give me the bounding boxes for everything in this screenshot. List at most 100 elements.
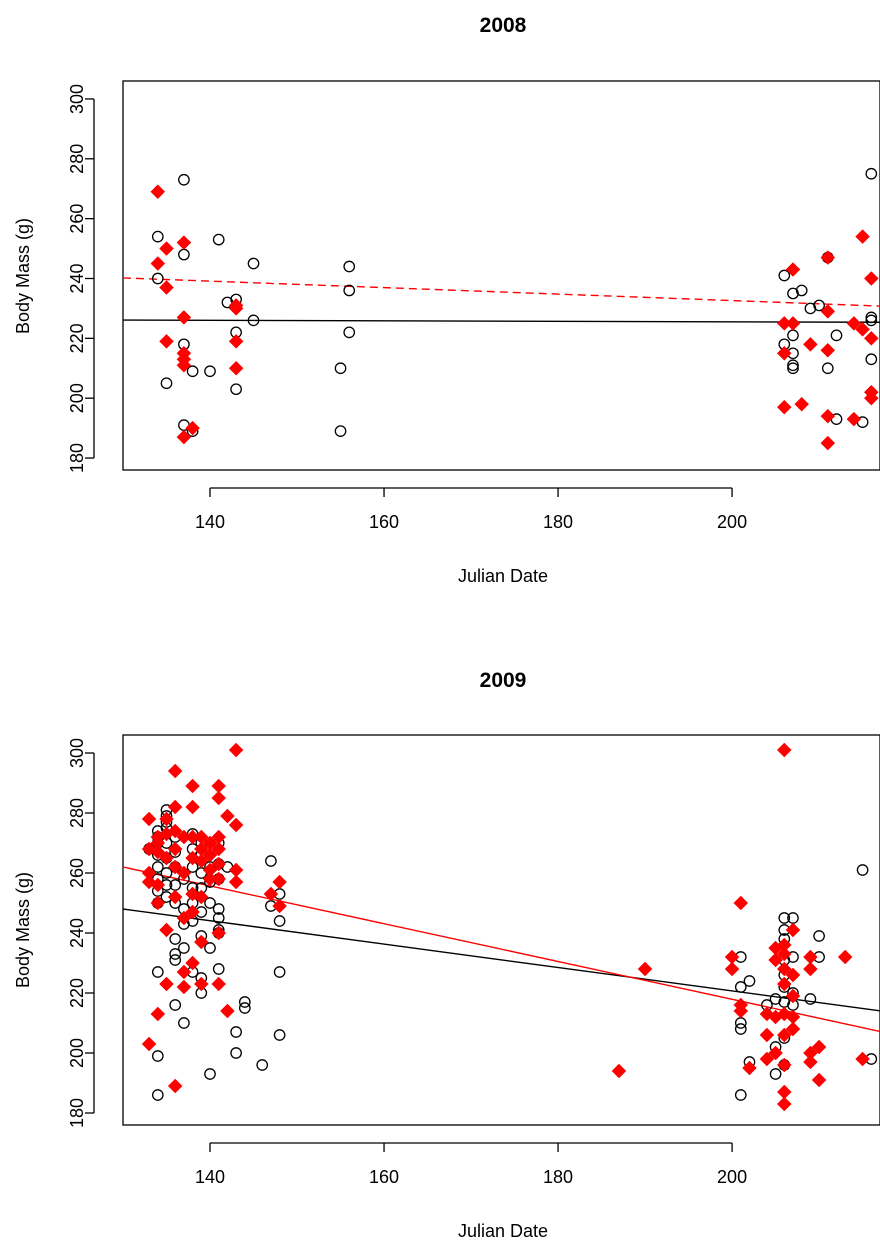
data-point-circle (787, 329, 799, 342)
data-point-circle (769, 1068, 782, 1080)
data-point-circle (169, 948, 182, 960)
data-point-diamond (185, 799, 200, 815)
trend-lines (122, 277, 880, 323)
data-point-circle (151, 230, 164, 243)
data-point-circle (265, 855, 277, 867)
data-point-circle (204, 1068, 216, 1080)
data-point-circle (212, 963, 225, 975)
x-tick-label: 140 (195, 1167, 225, 1187)
y-tick-label: 280 (67, 798, 87, 828)
chart-panel-2009: 2009 140 160 180 200 180 200 220 240 260 280 300 J… (13, 669, 880, 1241)
data-point-diamond (759, 1051, 775, 1067)
y-tick-label: 300 (67, 738, 87, 768)
data-point-diamond (785, 967, 801, 983)
data-point-diamond (202, 847, 218, 863)
y-axis-label: Body Mass (g) (13, 218, 33, 334)
plot-frame (122, 734, 880, 1126)
data-point-circle (795, 284, 808, 297)
data-point-circle (821, 362, 834, 375)
data-point-diamond (167, 841, 183, 857)
data-point-diamond (211, 925, 227, 941)
x-tick-label: 140 (195, 512, 225, 532)
x-tick-label: 180 (543, 512, 573, 532)
data-point-circle (787, 359, 799, 372)
data-point-circle (865, 314, 878, 327)
data-point-circle (334, 425, 347, 437)
data-point-diamond (220, 1003, 235, 1019)
chart-title: 2008 (480, 14, 527, 37)
data-point-diamond (863, 271, 879, 286)
data-point-circle (865, 353, 878, 366)
data-point-circle (169, 933, 182, 945)
trend-line (122, 319, 880, 323)
data-point-diamond (637, 961, 653, 977)
data-point-diamond (150, 895, 166, 911)
data-point-diamond (159, 333, 174, 349)
trend-line-dashed (122, 277, 880, 307)
data-point-diamond (211, 841, 227, 857)
data-point-circle (787, 362, 799, 375)
data-point-diamond (820, 304, 836, 319)
data-point-circle (813, 299, 825, 312)
y-tick-label: 260 (67, 858, 87, 888)
data-point-circle (178, 942, 190, 954)
data-point-diamond (272, 898, 287, 914)
data-point-circle (813, 930, 825, 942)
data-point-diamond (855, 229, 870, 244)
data-point-circle (238, 1002, 251, 1014)
data-point-circle (230, 1026, 242, 1038)
data-point-diamond (785, 1021, 801, 1037)
data-point-diamond (150, 184, 166, 200)
data-point-circle (830, 329, 843, 342)
data-point-circle (186, 365, 199, 378)
data-point-diamond (193, 889, 209, 905)
data-point-diamond (863, 390, 879, 406)
data-point-circle (178, 1017, 190, 1029)
data-point-diamond (759, 1027, 775, 1043)
data-point-circle (204, 942, 216, 954)
y-axis-label: Body Mass (g) (13, 872, 33, 988)
data-point-diamond (185, 955, 200, 971)
axes: 140 160 180 200 180 200 220 240 260 280 300 (67, 84, 747, 532)
chart-panel-2008: 2008 140 160 180 200 180 200 220 240 260 280 300 J… (13, 14, 880, 586)
data-point-diamond (185, 904, 200, 920)
x-axis-label: Julian Date (458, 1221, 548, 1241)
data-point-diamond (193, 853, 209, 869)
data-point-diamond (776, 961, 792, 977)
data-point-diamond (837, 949, 853, 965)
data-point-circle (247, 257, 260, 270)
data-point-diamond (776, 345, 792, 361)
data-point-diamond (150, 844, 166, 860)
y-tick-label: 220 (67, 978, 87, 1008)
data-point-diamond (811, 1072, 827, 1088)
x-tick-label: 160 (369, 1167, 399, 1187)
data-point-circle (247, 314, 260, 327)
trend-line (122, 908, 880, 1012)
y-tick-label: 280 (67, 144, 87, 174)
data-point-diamond (159, 922, 174, 938)
data-point-circle (856, 864, 869, 876)
data-point-diamond (176, 979, 192, 995)
x-tick-label: 200 (717, 1167, 747, 1187)
y-tick-label: 200 (67, 1038, 87, 1068)
data-point-circle (212, 233, 225, 246)
data-point-diamond (159, 241, 174, 256)
data-point-diamond (820, 342, 836, 358)
data-point-diamond (820, 250, 836, 265)
data-point-diamond (141, 811, 157, 827)
data-point-circle (204, 897, 216, 909)
trend-lines (122, 866, 880, 1033)
trend-line (122, 866, 880, 1033)
data-point-circle (230, 1047, 242, 1059)
data-point-diamond (733, 1003, 749, 1019)
data-point-diamond (228, 874, 244, 890)
data-point-diamond (150, 256, 166, 271)
y-tick-label: 300 (67, 84, 87, 114)
data-point-diamond (176, 910, 192, 926)
y-tick-label: 180 (67, 443, 87, 473)
data-point-circle (273, 915, 286, 927)
axes: 140 160 180 200 180 200 220 240 260 280 300 (67, 738, 747, 1187)
data-point-diamond (742, 1060, 757, 1076)
data-point-circle (204, 365, 216, 378)
data-point-diamond (846, 411, 862, 427)
